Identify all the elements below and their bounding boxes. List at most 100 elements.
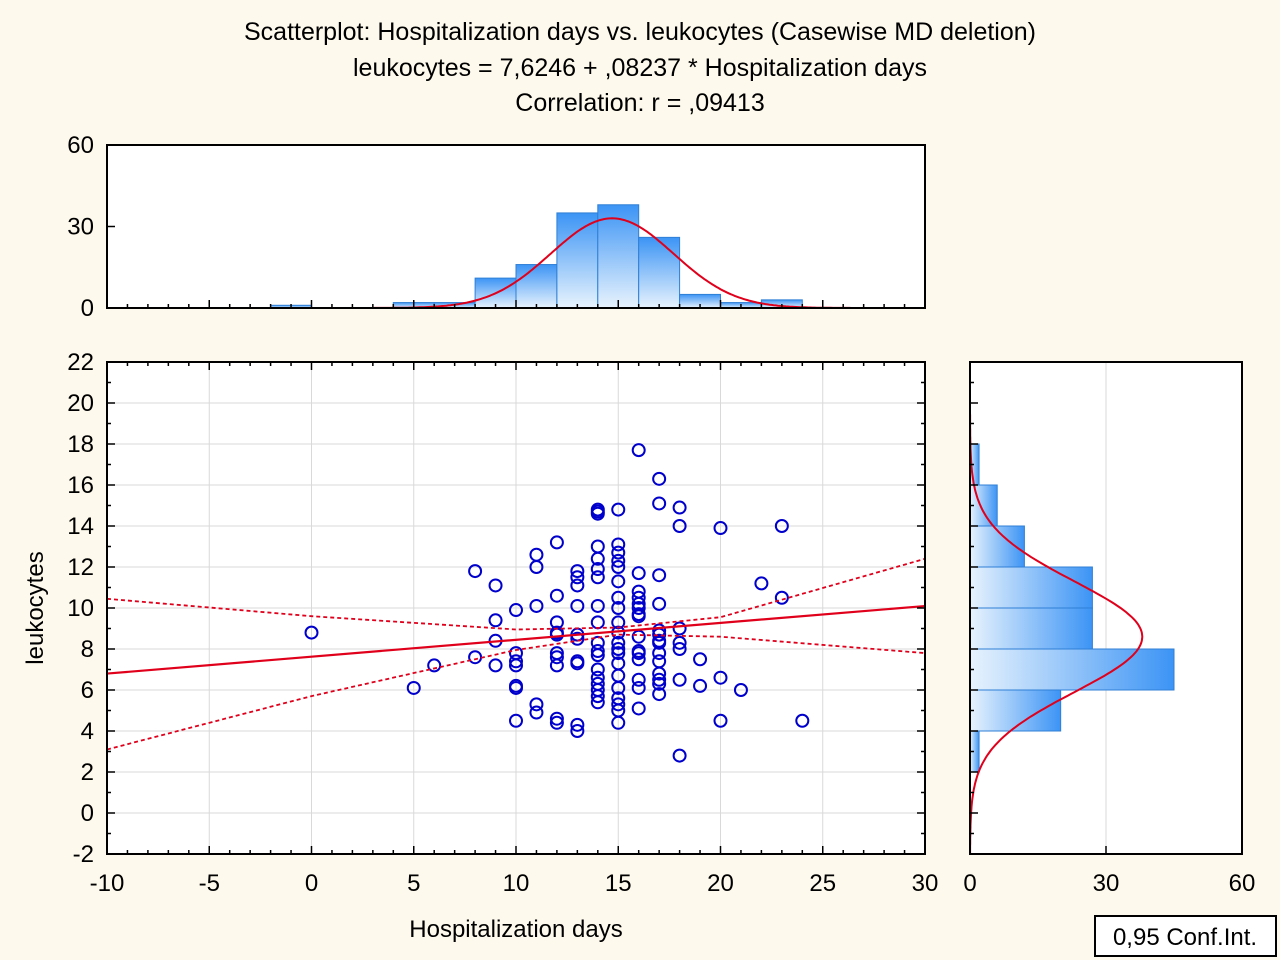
- data-point: [774, 590, 789, 605]
- data-point: [509, 658, 523, 673]
- right-histogram-bars: [970, 362, 1175, 854]
- y-tick-label: 0: [81, 800, 94, 827]
- data-point: [672, 642, 687, 656]
- data-point: [672, 748, 687, 763]
- data-point: [611, 574, 626, 589]
- data-point: [590, 598, 605, 613]
- data-point: [713, 713, 728, 728]
- regression-line: [107, 604, 925, 675]
- data-point: [611, 545, 626, 560]
- top-histogram-panel: 0 30 60: [67, 132, 926, 322]
- confidence-upper-line: [107, 557, 925, 631]
- right-histogram-panel: 0 30 60: [963, 361, 1256, 897]
- chart-title: Scatterplot: Hospitalization days vs. le…: [244, 18, 1036, 46]
- data-point: [570, 570, 585, 585]
- data-point: [529, 560, 544, 574]
- top-histogram-bar: [515, 264, 558, 308]
- data-point: [672, 672, 687, 687]
- data-point: [590, 689, 605, 704]
- data-point: [754, 576, 769, 591]
- data-point: [631, 609, 646, 624]
- data-point: [733, 683, 748, 697]
- data-point: [590, 644, 605, 659]
- data-point: [611, 553, 626, 568]
- data-point: [570, 631, 585, 646]
- y-tick-label: 6: [81, 677, 94, 704]
- data-point: [468, 564, 483, 579]
- data-point: [631, 566, 646, 581]
- data-point: [611, 646, 626, 661]
- data-point: [529, 598, 544, 613]
- conf-int-legend: 0,95 Conf.Int.: [1094, 915, 1277, 957]
- data-point: [611, 502, 626, 517]
- regression-lines: [107, 557, 925, 751]
- regression-equation: leukocytes = 7,6246 + ,08237 * Hospitali…: [353, 54, 927, 82]
- data-point: [549, 658, 564, 673]
- data-point: [488, 658, 503, 673]
- data-point: [549, 711, 564, 726]
- data-point: [672, 635, 687, 650]
- data-point: [570, 656, 585, 671]
- top-y-tick-label: 30: [67, 214, 94, 241]
- y-axis-title: leukocytes: [22, 551, 49, 664]
- data-point: [631, 646, 646, 661]
- data-point: [652, 672, 667, 687]
- data-point: [713, 521, 728, 536]
- data-point: [713, 670, 728, 685]
- data-point: [652, 666, 667, 681]
- y-tick-label: 18: [67, 431, 94, 458]
- data-point: [529, 705, 544, 720]
- data-point: [509, 603, 523, 618]
- right-x-tick-label: 30: [1093, 870, 1120, 897]
- data-point: [590, 570, 605, 585]
- data-point: [611, 715, 626, 730]
- data-point: [406, 680, 421, 695]
- data-point: [693, 652, 708, 667]
- top-normal-curve: [107, 217, 925, 308]
- data-point: [652, 596, 667, 611]
- confidence-lower-line: [107, 633, 925, 751]
- y-tick-label: 10: [67, 595, 94, 622]
- data-point: [631, 443, 646, 458]
- y-tick-label: 12: [67, 554, 94, 581]
- x-axis-title: Hospitalization days: [409, 916, 622, 943]
- top-histogram-bars: [107, 204, 925, 308]
- data-point: [509, 654, 523, 669]
- data-point: [631, 701, 646, 716]
- data-point: [590, 662, 605, 677]
- y-tick-label: 8: [81, 636, 94, 663]
- data-point: [611, 635, 626, 650]
- y-tick-label: 14: [67, 513, 94, 540]
- data-point: [529, 697, 544, 712]
- data-point: [652, 471, 667, 486]
- data-point: [631, 652, 646, 667]
- data-point: [611, 560, 626, 574]
- data-point: [795, 713, 810, 728]
- data-point: [652, 676, 667, 691]
- data-point: [672, 500, 687, 515]
- data-point: [590, 506, 605, 521]
- data-point: [631, 590, 646, 605]
- x-tick-label: -5: [199, 870, 220, 897]
- data-point: [488, 613, 503, 628]
- x-tick-label: 10: [503, 870, 530, 897]
- y-tick-label: 2: [81, 759, 94, 786]
- x-tick-label: 0: [305, 870, 318, 897]
- right-x-tick-label: 60: [1229, 870, 1256, 897]
- y-tick-label: 22: [67, 349, 94, 376]
- x-tick-label: -10: [90, 870, 125, 897]
- x-tick-label: 5: [407, 870, 420, 897]
- top-histogram-bar: [597, 204, 640, 308]
- data-point: [590, 562, 605, 577]
- data-point: [652, 635, 667, 650]
- data-point: [590, 551, 605, 566]
- data-point: [304, 625, 319, 640]
- right-histogram-bar: [970, 607, 1093, 650]
- data-point: [570, 578, 585, 593]
- data-point: [774, 519, 789, 533]
- data-point: [611, 537, 626, 552]
- data-point: [590, 695, 605, 710]
- correlation-label: Correlation: r = ,09413: [515, 89, 764, 117]
- x-tick-label: 15: [605, 870, 632, 897]
